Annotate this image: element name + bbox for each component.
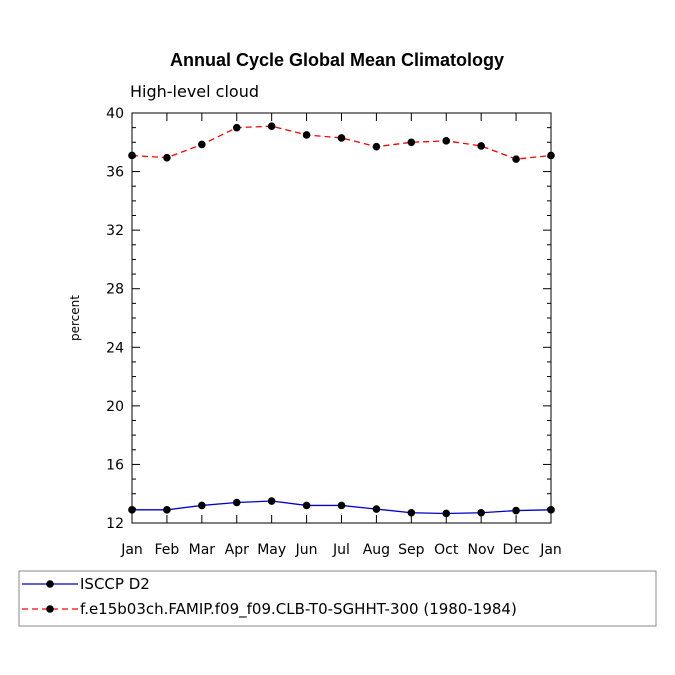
data-point (372, 505, 381, 513)
x-tick-label: Feb (155, 542, 180, 558)
chart-title: Annual Cycle Global Mean Climatology (170, 50, 504, 70)
series-layer (128, 122, 555, 518)
x-tick-label: Nov (468, 542, 495, 558)
plot-frame (131, 112, 552, 524)
legend-marker-1 (46, 605, 54, 613)
data-point (372, 142, 381, 151)
data-point (407, 138, 416, 147)
y-tick-label: 20 (106, 399, 124, 415)
y-tick-label: 36 (106, 165, 124, 181)
data-point (337, 134, 346, 142)
data-point (337, 501, 346, 510)
data-point (232, 498, 241, 507)
data-point (477, 142, 485, 150)
data-point (232, 123, 241, 132)
data-point (442, 137, 451, 145)
data-point (512, 155, 520, 163)
data-point (128, 151, 136, 160)
x-tick-label: May (257, 542, 286, 558)
chart-subtitle: High-level cloud (130, 82, 259, 101)
data-point (128, 506, 136, 514)
x-tick-label: Apr (225, 542, 249, 558)
legend: ISCCP D2 f.e15b03ch.FAMIP.f09_f09.CLB-T0-… (18, 570, 657, 627)
data-point (198, 501, 206, 510)
x-tick-label: Sep (398, 542, 425, 558)
x-tick-label: Jan (120, 542, 143, 558)
data-point (512, 506, 520, 515)
y-tick-label: 12 (106, 516, 124, 532)
y-tick-label: 40 (106, 106, 124, 122)
x-tick-label: Oct (434, 542, 459, 558)
data-point (547, 151, 555, 160)
data-point (302, 501, 311, 510)
series-0 (128, 497, 555, 518)
series-1 (128, 122, 555, 163)
x-tick-label: Mar (189, 542, 216, 558)
legend-marker-0 (46, 580, 54, 588)
data-point (302, 131, 311, 139)
series-line (131, 125, 552, 160)
y-axis-label: percent (68, 295, 82, 341)
data-point (267, 122, 276, 130)
y-tick-label: 16 (106, 457, 124, 473)
data-point (547, 506, 555, 514)
data-point (163, 506, 171, 514)
x-tick-label: Dec (503, 542, 530, 558)
x-tick-label: Jan (539, 542, 562, 558)
data-point (477, 508, 485, 517)
x-tick-label: Jun (295, 542, 318, 558)
y-tick-label: 24 (106, 340, 124, 356)
legend-label-1: f.e15b03ch.FAMIP.f09_f09.CLB-T0-SGHHT-30… (80, 600, 517, 619)
data-point (442, 509, 451, 518)
legend-frame (18, 570, 657, 627)
y-tick-label: 32 (106, 223, 124, 239)
x-tick-label: Aug (363, 542, 390, 558)
axis-ticks: 12 16 20 24 28 32 36 40 Jan Feb Mar Apr May Jun Jul Aug… (106, 106, 562, 558)
data-point (198, 140, 206, 149)
data-point (407, 508, 416, 517)
x-tick-label: Jul (332, 542, 350, 558)
data-point (267, 497, 276, 505)
y-tick-label: 28 (106, 282, 124, 298)
data-point (163, 153, 171, 162)
legend-label-0: ISCCP D2 (80, 575, 150, 593)
